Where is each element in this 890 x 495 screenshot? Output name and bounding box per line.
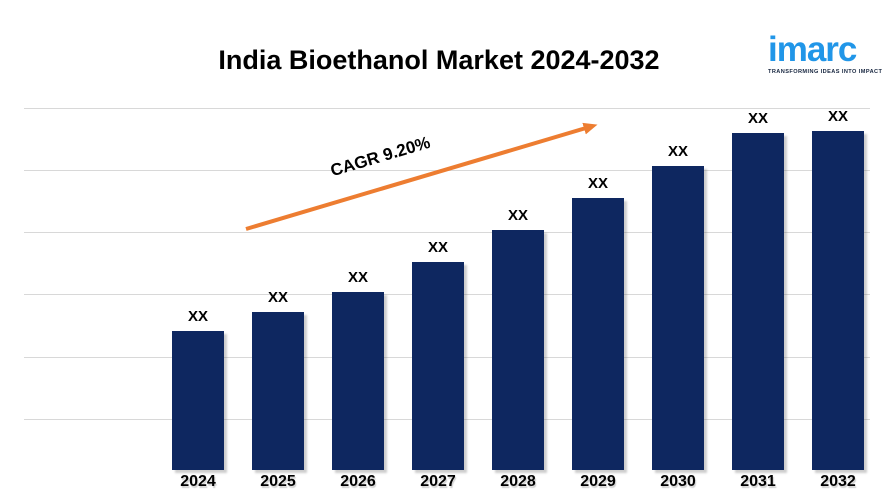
- imarc-logo-tagline: TRANSFORMING IDEAS INTO IMPACT: [768, 69, 883, 75]
- bar-value-label: XX: [507, 207, 528, 224]
- chart-title: India Bioethanol Market 2024-2032: [218, 45, 660, 75]
- x-axis-label-2028: 2028: [500, 473, 536, 490]
- bar-group-2030: XX: [652, 144, 704, 470]
- bar-group-2025: XX: [252, 290, 304, 470]
- bar-2029: [572, 198, 624, 470]
- imarc-logo-text: imarc: [768, 30, 857, 69]
- x-axis-label-2026: 2026: [340, 473, 376, 490]
- bar-value-label: XX: [667, 143, 688, 160]
- bar-2032: [812, 131, 864, 470]
- x-axis-label-2025: 2025: [260, 473, 296, 490]
- bar-value-label: XX: [747, 110, 768, 127]
- bar-2025: [252, 312, 304, 470]
- x-axis-label-2032: 2032: [820, 473, 856, 490]
- bar-2028: [492, 230, 544, 470]
- plot-area: XX XX XX XX XX XX XX XX: [172, 50, 864, 470]
- bar-group-2029: XX: [572, 176, 624, 470]
- imarc-logo: imarc TRANSFORMING IDEAS INTO IMPACT: [768, 30, 883, 75]
- bar-2031: [732, 133, 784, 470]
- bar-group-2027: XX: [412, 240, 464, 470]
- bar-group-2026: XX: [332, 270, 384, 470]
- bar-value-label: XX: [827, 108, 848, 125]
- x-axis-label-2029: 2029: [580, 473, 616, 490]
- x-axis-label-2031: 2031: [740, 473, 776, 490]
- bar-group-2024: XX: [172, 309, 224, 470]
- x-axis-label-2024: 2024: [180, 473, 216, 490]
- bar-value-label: XX: [187, 308, 208, 325]
- bar-group-2028: XX: [492, 208, 544, 470]
- gridline: [24, 232, 870, 233]
- bar-2024: [172, 331, 224, 470]
- bar-2030: [652, 166, 704, 470]
- x-axis-label-2030: 2030: [660, 473, 696, 490]
- bar-group-2031: XX: [732, 111, 784, 470]
- bar-value-label: XX: [347, 269, 368, 286]
- x-axis-label-2027: 2027: [420, 473, 456, 490]
- bar-value-label: XX: [587, 175, 608, 192]
- bar-value-label: XX: [267, 289, 288, 306]
- gridline: [24, 108, 870, 109]
- bar-2027: [412, 262, 464, 470]
- bar-group-2032: XX: [812, 109, 864, 470]
- x-axis: 2024 2025 2026 2027 2028 2029 2030 2031 …: [172, 473, 864, 491]
- bar-2026: [332, 292, 384, 470]
- bar-value-label: XX: [427, 239, 448, 256]
